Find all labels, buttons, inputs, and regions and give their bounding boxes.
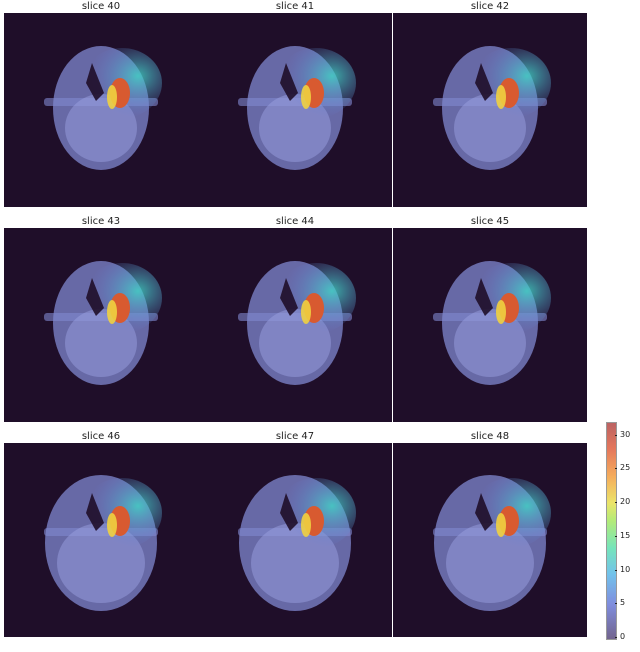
tick-label: 15 bbox=[620, 530, 631, 540]
panel-title: slice 46 bbox=[81, 431, 121, 442]
slice-panel bbox=[4, 13, 198, 207]
colorbar-tick: 20 bbox=[614, 497, 631, 506]
panel-title: slice 47 bbox=[275, 431, 315, 442]
tick-label: 20 bbox=[620, 497, 631, 506]
panel-title: slice 44 bbox=[275, 216, 315, 227]
slice-panel bbox=[393, 13, 587, 207]
slice-panel bbox=[393, 443, 587, 637]
slice-panel bbox=[4, 443, 198, 637]
tick-label: 10 bbox=[620, 564, 631, 574]
colorbar-tick: 30 bbox=[614, 429, 631, 439]
slice-panel bbox=[198, 13, 392, 207]
colorbar-tick: 15 bbox=[614, 530, 631, 540]
panel-title: slice 40 bbox=[81, 1, 121, 12]
tick-label: 25 bbox=[620, 463, 631, 473]
colorbar-tick: 10 bbox=[614, 564, 631, 574]
colorbar bbox=[606, 422, 617, 640]
slice-panel bbox=[4, 228, 198, 422]
slice-panel bbox=[198, 443, 392, 637]
tick-label: 5 bbox=[620, 598, 626, 608]
panel-title: slice 45 bbox=[470, 216, 510, 227]
tick-label: 0 bbox=[620, 632, 626, 641]
tick-label: 30 bbox=[620, 429, 631, 439]
panel-title: slice 48 bbox=[470, 431, 510, 442]
slice-panel bbox=[198, 228, 392, 422]
colorbar-tick: 0 bbox=[614, 632, 626, 641]
colorbar-tick: 5 bbox=[614, 598, 626, 608]
panel-title: slice 42 bbox=[470, 1, 510, 12]
colorbar-tick: 25 bbox=[614, 463, 631, 473]
slice-panel bbox=[393, 228, 587, 422]
panel-title: slice 41 bbox=[275, 1, 315, 12]
panel-title: slice 43 bbox=[81, 216, 121, 227]
